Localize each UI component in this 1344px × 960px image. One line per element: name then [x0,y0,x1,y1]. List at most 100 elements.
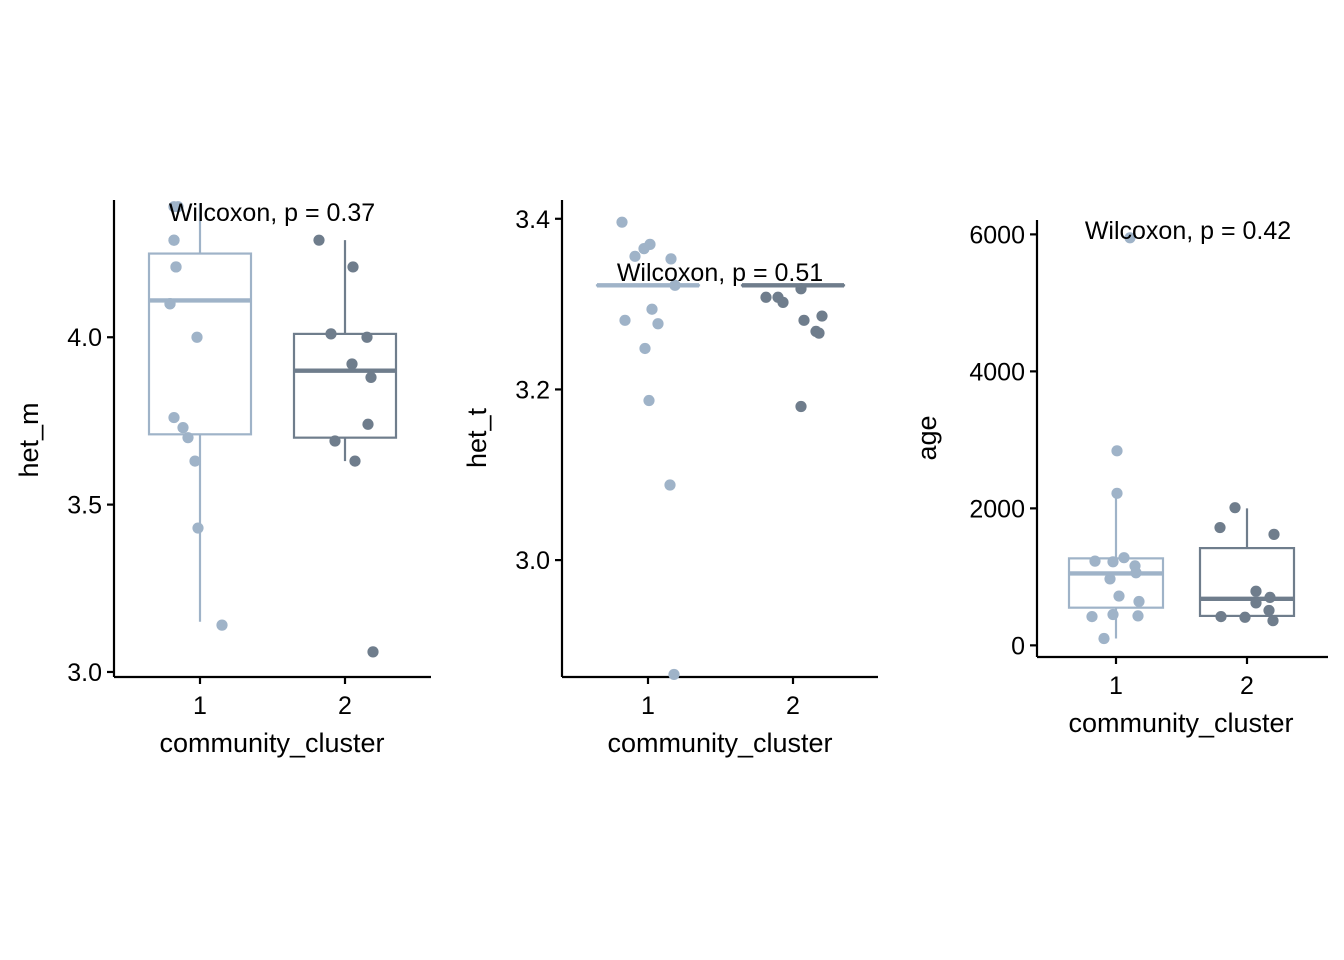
data-point [1107,608,1119,621]
wilcoxon-annotation: Wilcoxon, p = 0.51 [617,259,823,287]
data-point [1250,597,1262,609]
y-tick-label: 6000 [969,221,1025,249]
data-point [1104,573,1116,585]
data-point [1263,604,1275,617]
data-point [192,522,204,534]
data-point [1250,585,1262,597]
data-point [652,318,664,330]
y-axis-title: het_t [462,407,492,468]
data-point [1215,610,1227,623]
points [164,201,379,658]
y-tick-label: 3.4 [515,206,550,234]
data-point [1111,445,1123,457]
x-tick-label: 2 [786,692,800,720]
panel-het-m: 3.0 3.5 4.0 1 2 community_cluster het_m Wil… [14,199,431,758]
y-ticks: 3.0 3.2 3.4 [515,206,562,575]
data-point [1132,610,1144,622]
boxes [1067,493,1296,639]
y-axis-title: age [912,415,942,460]
x-axis-title: community_cluster [159,728,384,758]
data-point [1239,611,1251,623]
data-point [1124,232,1136,244]
x-tick-label: 1 [193,692,207,720]
data-point [189,455,201,467]
data-point [1267,615,1279,627]
data-point [1264,591,1276,604]
x-axis-title: community_cluster [607,728,832,758]
wilcoxon-annotation: Wilcoxon, p = 0.42 [1085,217,1291,245]
data-point [1089,555,1101,567]
data-point [325,328,337,340]
points [616,216,828,681]
data-point [168,234,180,246]
x-axis-title: community_cluster [1068,708,1293,738]
box-iqr [292,332,398,439]
data-point [638,243,650,255]
data-point [1107,556,1119,568]
data-point [1133,595,1145,608]
data-point [347,261,359,273]
data-point [349,455,361,467]
y-tick-label: 3.0 [67,659,102,687]
data-point [177,422,189,434]
data-point [629,250,641,262]
data-point [669,279,681,291]
data-point [168,201,180,213]
data-point [361,331,373,343]
y-ticks: 0 2000 4000 6000 [969,221,1037,660]
data-point [216,619,228,631]
data-point [170,261,182,273]
y-tick-label: 3.5 [67,492,102,520]
data-point [816,310,828,322]
data-point [346,358,358,370]
data-point [329,435,341,447]
points [1086,232,1280,645]
data-point [1229,502,1241,514]
data-point [639,342,651,355]
data-point [664,479,676,491]
data-point [798,314,810,326]
x-tick-label: 1 [641,692,655,720]
data-point [1086,610,1098,623]
y-tick-label: 4000 [969,358,1025,386]
x-tick-label: 1 [1109,672,1123,700]
x-tick-label: 2 [1240,672,1254,700]
data-point [168,411,180,424]
data-point [313,234,325,246]
data-point [813,327,825,339]
data-point [367,646,379,658]
data-point [365,371,377,384]
y-tick-label: 2000 [969,495,1025,523]
data-point [616,216,628,228]
y-axis-title: het_m [14,402,44,477]
y-tick-label: 3.0 [515,547,550,575]
data-point [362,418,374,430]
data-point [668,668,680,681]
data-point [665,253,677,265]
data-point [182,432,194,444]
data-point [1111,487,1123,499]
y-tick-label: 3.2 [515,376,550,404]
data-point [1214,521,1226,534]
data-point [1113,590,1125,602]
data-point [1268,528,1280,540]
y-tick-label: 4.0 [67,324,102,352]
wilcoxon-annotation: Wilcoxon, p = 0.37 [169,199,375,227]
data-point [1130,567,1142,579]
box-iqr [1198,546,1296,618]
data-point [619,314,631,326]
x-tick-label: 2 [338,692,352,720]
data-point [646,303,658,315]
data-point [164,298,176,310]
data-point [795,400,807,413]
data-point [643,394,655,407]
data-point [760,291,772,303]
y-ticks: 3.0 3.5 4.0 [67,324,114,687]
box-iqr [147,252,253,436]
data-point [1118,552,1130,564]
data-point [191,331,203,343]
